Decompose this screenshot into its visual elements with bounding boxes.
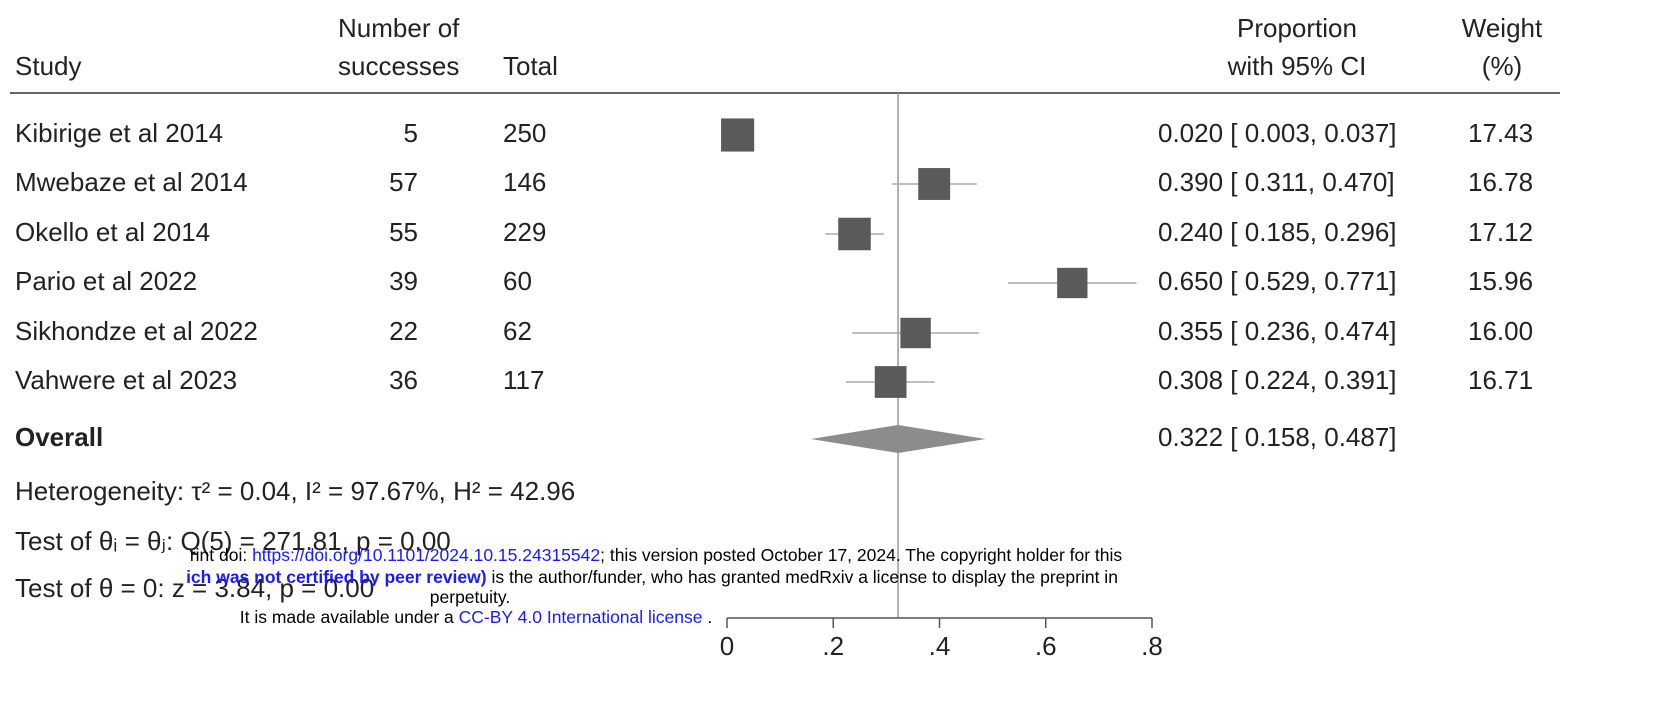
successes: 39 bbox=[389, 266, 418, 296]
estimate-box bbox=[874, 366, 907, 398]
statistic: Heterogeneity: τ² = 0.04, I² = 97.67%, H… bbox=[15, 476, 575, 506]
ci-label: 0.020 [ 0.003, 0.037] bbox=[1158, 118, 1397, 148]
watermark-text: CC-BY 4.0 International license bbox=[459, 607, 703, 627]
watermark-text: ; this version posted October 17, 2024. … bbox=[600, 545, 1122, 565]
weight: 16.78 bbox=[1468, 167, 1533, 197]
watermark-line: perpetuity. bbox=[430, 587, 510, 607]
header-study: Study bbox=[15, 51, 82, 81]
watermark-text: is the author/funder, who has granted me… bbox=[487, 567, 1118, 587]
header-total: Total bbox=[503, 51, 558, 81]
total: 229 bbox=[503, 217, 546, 247]
header-proportion: Proportion bbox=[1237, 13, 1357, 43]
estimate-box bbox=[838, 217, 871, 251]
watermark-text: perpetuity. bbox=[430, 587, 510, 607]
ci-label: 0.308 [ 0.224, 0.391] bbox=[1158, 365, 1397, 395]
weight: 17.43 bbox=[1468, 118, 1533, 148]
total: 146 bbox=[503, 167, 546, 197]
watermark-text: https://doi.org/10.1101/2024.10.15.24315… bbox=[252, 545, 600, 565]
x-tick-label: .2 bbox=[822, 631, 844, 661]
total: 60 bbox=[503, 266, 532, 296]
weight: 16.71 bbox=[1468, 365, 1533, 395]
total: 250 bbox=[503, 118, 546, 148]
study-name: Okello et al 2014 bbox=[15, 217, 210, 247]
overall-diamond bbox=[810, 425, 986, 453]
study-name: Mwebaze et al 2014 bbox=[15, 167, 248, 197]
x-tick-label: .4 bbox=[929, 631, 951, 661]
estimate-box bbox=[1057, 267, 1088, 299]
header-proportion: with 95% CI bbox=[1227, 51, 1367, 81]
successes: 36 bbox=[389, 365, 418, 395]
statistic: Test of θᵢ = θⱼ: Q(5) = 271.81, p = 0.00 bbox=[15, 526, 451, 556]
header-weight: Weight bbox=[1462, 13, 1543, 43]
successes: 57 bbox=[389, 167, 418, 197]
weight: 15.96 bbox=[1468, 266, 1533, 296]
study-name: Kibirige et al 2014 bbox=[15, 118, 223, 148]
weight: 17.12 bbox=[1468, 217, 1533, 247]
x-tick-label: .6 bbox=[1035, 631, 1057, 661]
statistic: Test of θ = 0: z = 3.84, p = 0.00 bbox=[15, 573, 374, 603]
successes: 55 bbox=[389, 217, 418, 247]
watermark-text: rint doi: bbox=[190, 545, 252, 565]
ci-label: 0.355 [ 0.236, 0.474] bbox=[1158, 316, 1397, 346]
study-name: Sikhondze et al 2022 bbox=[15, 316, 258, 346]
x-tick-label: .8 bbox=[1141, 631, 1163, 661]
study-name: Pario et al 2022 bbox=[15, 266, 197, 296]
header-successes: Number of bbox=[338, 13, 460, 43]
study-name: Vahwere et al 2023 bbox=[15, 365, 237, 395]
successes: 5 bbox=[404, 118, 418, 148]
ci-label: 0.650 [ 0.529, 0.771] bbox=[1158, 266, 1397, 296]
successes: 22 bbox=[389, 316, 418, 346]
total: 62 bbox=[503, 316, 532, 346]
overall-label: Overall bbox=[15, 422, 103, 452]
overall-ci-label: 0.322 [ 0.158, 0.487] bbox=[1158, 422, 1397, 452]
watermark-text: . bbox=[703, 607, 713, 627]
header-successes: successes bbox=[338, 51, 459, 81]
watermark-line: It is made available under a CC-BY 4.0 I… bbox=[240, 607, 712, 627]
total: 117 bbox=[503, 365, 544, 395]
estimate-box bbox=[918, 168, 951, 200]
watermark-line: rint doi: https://doi.org/10.1101/2024.1… bbox=[190, 545, 1123, 565]
ci-label: 0.390 [ 0.311, 0.470] bbox=[1158, 167, 1395, 197]
watermark-text: It is made available under a bbox=[240, 607, 459, 627]
header-weight: (%) bbox=[1482, 51, 1522, 81]
watermark-text: ich was not certified by peer review) bbox=[186, 567, 487, 587]
weight: 16.00 bbox=[1468, 316, 1533, 346]
estimate-box bbox=[721, 118, 755, 152]
x-tick-label: 0 bbox=[720, 631, 734, 661]
watermark-line: ich was not certified by peer review) is… bbox=[186, 567, 1118, 587]
estimate-box bbox=[900, 317, 931, 349]
ci-label: 0.240 [ 0.185, 0.296] bbox=[1158, 217, 1397, 247]
